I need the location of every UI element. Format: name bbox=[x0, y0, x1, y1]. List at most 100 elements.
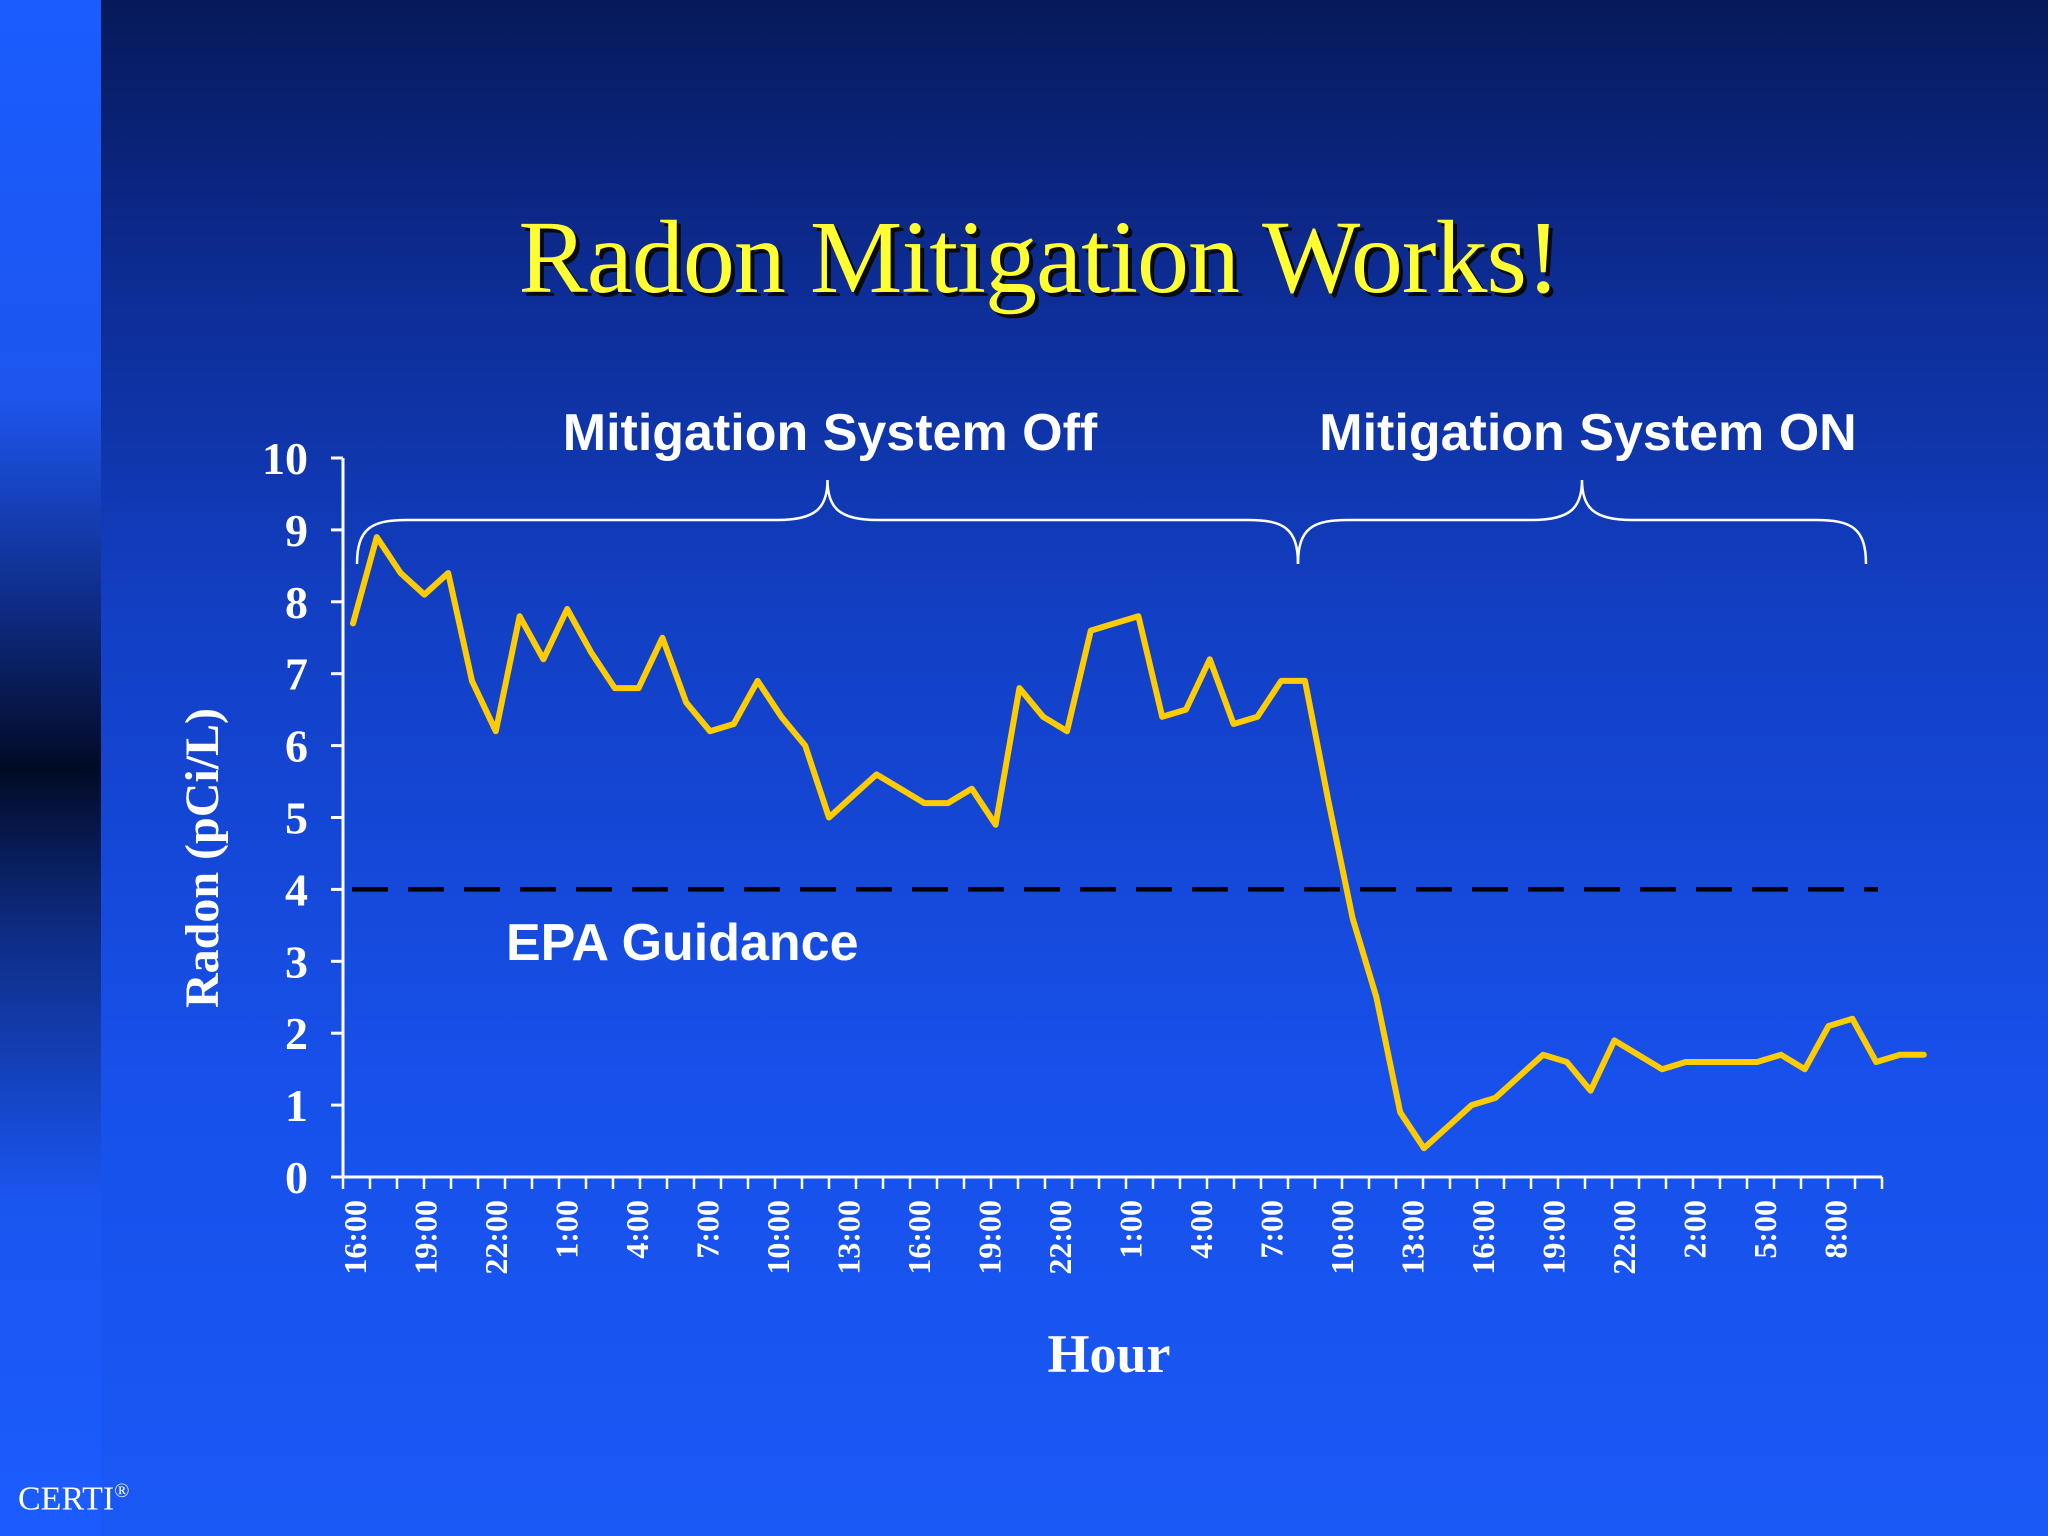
data-point bbox=[1922, 1053, 1926, 1057]
chart-annotations: Mitigation System Off Mitigation System O… bbox=[355, 404, 1868, 565]
y-tick-label: 8 bbox=[285, 577, 308, 628]
certi-text: CERTI bbox=[18, 1480, 115, 1518]
annotation-label: Mitigation System ON bbox=[1319, 404, 1856, 462]
data-point bbox=[922, 801, 926, 805]
x-tick-label: 22:00 bbox=[478, 1200, 514, 1275]
x-tick-label: 2:00 bbox=[1677, 1200, 1713, 1259]
data-point bbox=[684, 700, 688, 704]
x-tick-labels: 16:00 19:00 22:00 1:00 4:00 7:00 10:00 13:00 16:… bbox=[337, 1200, 1854, 1275]
data-point bbox=[875, 772, 879, 776]
x-tick-label: 16:00 bbox=[901, 1200, 937, 1275]
data-point bbox=[803, 744, 807, 748]
data-point bbox=[898, 787, 902, 791]
data-point bbox=[1541, 1053, 1545, 1057]
data-point bbox=[1493, 1096, 1497, 1100]
data-point bbox=[1684, 1060, 1688, 1064]
annotation-brace bbox=[1296, 479, 1868, 565]
y-tick-label: 3 bbox=[285, 936, 308, 987]
data-point bbox=[1113, 621, 1117, 625]
y-tick-label: 5 bbox=[285, 793, 308, 844]
data-point bbox=[1089, 629, 1093, 633]
reference-line-group: EPA Guidance bbox=[352, 887, 1878, 972]
data-point bbox=[541, 657, 545, 661]
data-point bbox=[851, 794, 855, 798]
x-tick-label: 22:00 bbox=[1606, 1200, 1642, 1275]
data-point bbox=[1803, 1067, 1807, 1071]
annotation-label: Mitigation System Off bbox=[563, 404, 1098, 462]
y-tick-label: 2 bbox=[285, 1008, 308, 1059]
data-point bbox=[1351, 916, 1355, 920]
data-point bbox=[351, 621, 355, 625]
data-point bbox=[827, 816, 831, 819]
data-point bbox=[1279, 679, 1283, 683]
data-point bbox=[637, 686, 641, 690]
data-point bbox=[589, 650, 593, 654]
data-point bbox=[1136, 614, 1140, 618]
data-point bbox=[1708, 1060, 1712, 1064]
y-tick-label: 0 bbox=[285, 1152, 308, 1203]
x-tick-label: 1:00 bbox=[1113, 1200, 1149, 1259]
data-point bbox=[756, 679, 760, 683]
data-point bbox=[1517, 1074, 1521, 1078]
x-axis-label: Hour bbox=[1047, 1324, 1170, 1384]
data-point bbox=[1755, 1060, 1759, 1064]
data-point bbox=[1041, 715, 1045, 719]
data-point bbox=[1398, 1110, 1402, 1114]
x-tick-label: 1:00 bbox=[549, 1200, 585, 1259]
data-point bbox=[1422, 1146, 1426, 1150]
data-point bbox=[1898, 1053, 1902, 1057]
data-point bbox=[1660, 1067, 1664, 1071]
data-point bbox=[1874, 1060, 1878, 1064]
data-point bbox=[1470, 1103, 1474, 1107]
x-tick-label: 19:00 bbox=[1536, 1200, 1572, 1275]
radon-series-line bbox=[350, 534, 1927, 1152]
x-tick-label: 10:00 bbox=[760, 1200, 796, 1275]
x-tick-label: 13:00 bbox=[831, 1200, 867, 1275]
data-point bbox=[1017, 686, 1021, 690]
data-point bbox=[518, 614, 522, 618]
x-tick-label: 16:00 bbox=[337, 1200, 373, 1275]
data-point bbox=[1303, 679, 1307, 683]
y-tick-label: 10 bbox=[262, 433, 308, 484]
data-point bbox=[779, 715, 783, 719]
data-point bbox=[660, 636, 664, 640]
data-point bbox=[1612, 1038, 1616, 1042]
x-tick-label: 13:00 bbox=[1395, 1200, 1431, 1275]
data-point bbox=[1636, 1053, 1640, 1057]
y-axis-label: Radon (pCi/L) bbox=[176, 708, 229, 1008]
data-point bbox=[1779, 1053, 1783, 1057]
data-point bbox=[422, 593, 426, 597]
data-point bbox=[1731, 1060, 1735, 1064]
side-accent-bar bbox=[0, 0, 101, 1536]
data-point bbox=[1208, 657, 1212, 661]
data-point bbox=[1160, 715, 1164, 719]
data-point bbox=[470, 679, 474, 683]
data-point bbox=[946, 801, 950, 805]
x-tick-label: 8:00 bbox=[1818, 1200, 1854, 1259]
epa-guidance-label: EPA Guidance bbox=[506, 914, 859, 972]
y-tick-label: 1 bbox=[285, 1080, 308, 1131]
series-group bbox=[350, 534, 1927, 1152]
y-tick-label: 7 bbox=[285, 649, 308, 700]
x-tick-label: 5:00 bbox=[1747, 1200, 1783, 1259]
x-tick-label: 19:00 bbox=[972, 1200, 1008, 1275]
x-tick-label: 4:00 bbox=[1183, 1200, 1219, 1259]
data-point bbox=[1255, 715, 1259, 719]
data-point bbox=[446, 571, 450, 575]
y-tick-label: 4 bbox=[285, 864, 308, 915]
slide-title: Radon Mitigation Works! bbox=[518, 200, 1560, 315]
data-point bbox=[1184, 708, 1188, 712]
data-point bbox=[375, 535, 379, 539]
data-point bbox=[1232, 722, 1236, 726]
x-tick-label: 4:00 bbox=[619, 1200, 655, 1259]
data-point bbox=[732, 722, 736, 726]
data-point bbox=[1565, 1060, 1569, 1064]
data-point bbox=[1446, 1125, 1450, 1129]
data-point bbox=[994, 823, 998, 827]
y-tick-label: 6 bbox=[285, 721, 308, 772]
x-tick-label: 7:00 bbox=[1254, 1200, 1290, 1259]
data-point bbox=[494, 729, 498, 733]
x-tick-label: 7:00 bbox=[690, 1200, 726, 1259]
data-point bbox=[565, 607, 569, 611]
chart-axes bbox=[341, 458, 1884, 1189]
